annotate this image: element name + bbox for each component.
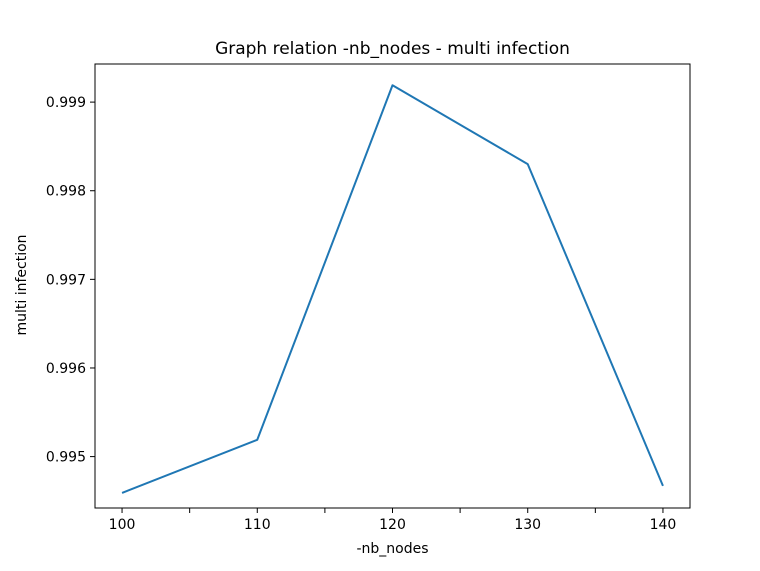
data-point	[391, 83, 395, 87]
data-point	[255, 438, 259, 442]
y-tick-label: 0.997	[46, 272, 86, 288]
data-point	[661, 484, 665, 488]
chart-title: Graph relation -nb_nodes - multi infecti…	[215, 39, 570, 59]
y-tick-label: 0.995	[46, 450, 86, 466]
y-tick-label: 0.998	[46, 184, 86, 200]
y-axis-label: multi infection	[14, 234, 30, 335]
x-tick-label: 120	[379, 517, 406, 533]
series-line	[121, 84, 664, 494]
x-tick-label: 130	[514, 517, 541, 533]
data-point	[120, 491, 124, 495]
x-tick-label: 140	[650, 517, 677, 533]
y-tick-label: 0.996	[46, 361, 86, 377]
x-axis-label: -nb_nodes	[356, 541, 428, 557]
x-tick-label: 100	[109, 517, 136, 533]
data-point	[526, 162, 530, 166]
x-tick-label: 110	[244, 517, 271, 533]
plot-area: 100 110 120 130 140 0.995 0.996 0.997 0.998 0.999	[46, 63, 691, 533]
y-tick-label: 0.999	[46, 95, 86, 111]
